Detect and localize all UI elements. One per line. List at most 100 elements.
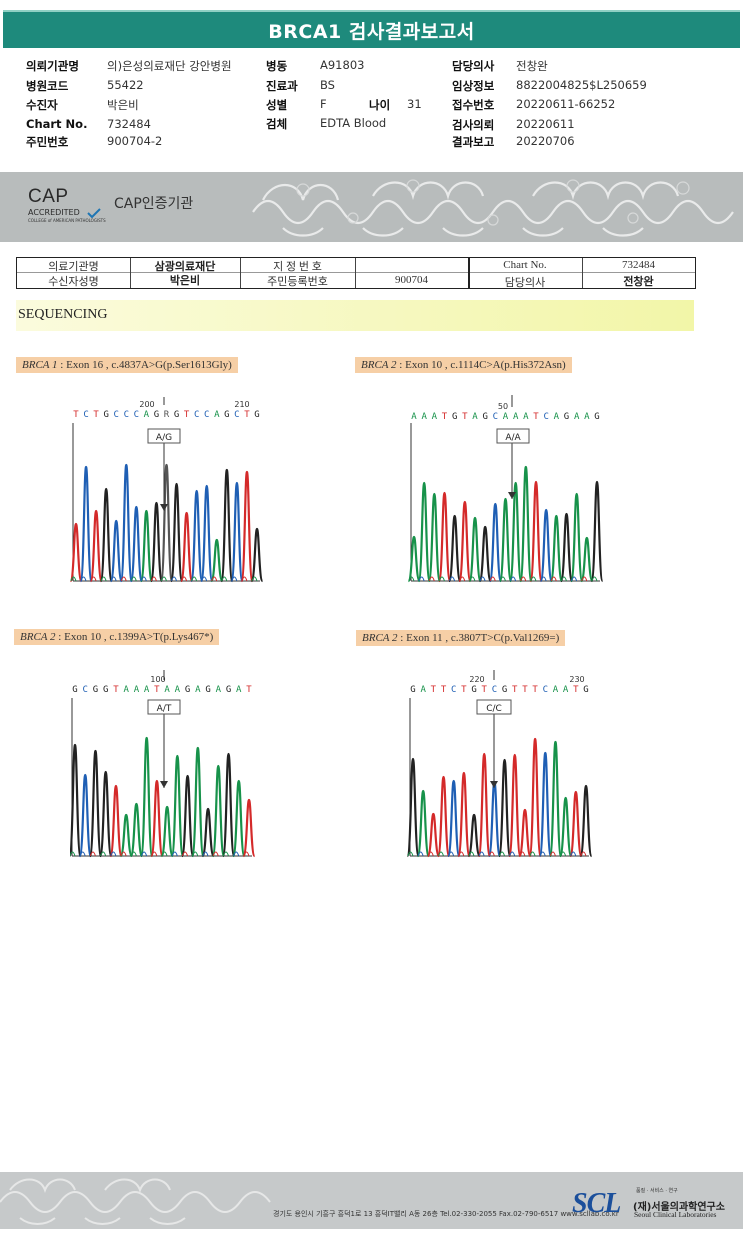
peak bbox=[569, 492, 584, 583]
peak bbox=[159, 463, 174, 583]
peak bbox=[579, 784, 592, 858]
arrow-down-icon bbox=[508, 492, 516, 499]
table-divider bbox=[582, 258, 583, 288]
base-call: A bbox=[164, 685, 170, 695]
baseline-noise bbox=[130, 576, 137, 582]
cap-logo: CAP ACCREDITED COLLEGE of AMERICAN PATHO… bbox=[28, 186, 106, 223]
base-call: G bbox=[452, 412, 457, 422]
baseline-noise bbox=[79, 851, 86, 857]
baseline-noise bbox=[437, 851, 445, 857]
peak bbox=[211, 764, 226, 858]
genotype-call: C/C bbox=[486, 704, 502, 714]
peak bbox=[242, 798, 255, 858]
scl-logo: SCL bbox=[572, 1188, 621, 1219]
base-call: C bbox=[194, 410, 199, 420]
base-call: T bbox=[512, 685, 518, 695]
peak bbox=[488, 502, 503, 583]
base-call: T bbox=[73, 410, 79, 420]
baseline-noise bbox=[120, 576, 127, 582]
baseline-noise bbox=[100, 851, 107, 857]
position-label: 200 bbox=[139, 400, 154, 409]
genotype-call: A/G bbox=[156, 433, 172, 443]
position-label: 220 bbox=[469, 675, 484, 684]
name-label: 수신자성명 bbox=[48, 276, 99, 288]
info-age: 나이 bbox=[369, 98, 391, 112]
baseline-noise bbox=[221, 576, 228, 582]
peak bbox=[139, 509, 154, 583]
name-value: 박은비 bbox=[169, 274, 201, 287]
doctor-label: 담당의사 bbox=[504, 277, 546, 289]
baseline-noise bbox=[591, 576, 598, 582]
peak bbox=[569, 790, 583, 858]
baseline-noise bbox=[539, 851, 546, 857]
baseline-noise bbox=[580, 851, 587, 857]
baseline-noise bbox=[181, 576, 188, 582]
footer-pattern bbox=[0, 1178, 271, 1225]
base-call: A bbox=[144, 410, 150, 420]
base-call: A bbox=[421, 412, 427, 422]
peak bbox=[220, 468, 234, 583]
inst-label: 의료기관명 bbox=[48, 261, 99, 273]
peak bbox=[457, 771, 471, 858]
peak bbox=[201, 807, 215, 858]
position-label: 100 bbox=[150, 675, 165, 684]
base-call: G bbox=[103, 685, 108, 695]
info-report-date: 결과보고 bbox=[452, 135, 495, 149]
table-divider bbox=[468, 258, 470, 288]
baseline-noise bbox=[529, 851, 536, 857]
base-call: C bbox=[134, 410, 139, 420]
baseline-noise bbox=[448, 851, 455, 857]
baseline-noise bbox=[488, 851, 495, 857]
section-title: SEQUENCING bbox=[18, 307, 108, 322]
arrow-down-icon bbox=[160, 781, 168, 788]
info-report-date-value: 20220706 bbox=[516, 134, 575, 148]
patient-form-table: 의료기관명 삼광의료재단 지 정 번 호 Chart No. 732484 수신… bbox=[16, 257, 696, 289]
base-call: C bbox=[543, 412, 548, 422]
peak bbox=[240, 470, 254, 583]
peak bbox=[478, 525, 492, 583]
baseline-noise bbox=[160, 576, 167, 582]
peak bbox=[109, 784, 123, 858]
base-call: C bbox=[124, 410, 129, 420]
base-call: R bbox=[164, 410, 170, 420]
baseline-noise bbox=[427, 851, 434, 857]
table-divider bbox=[355, 258, 356, 288]
base-call: T bbox=[113, 685, 119, 695]
peak bbox=[169, 482, 184, 583]
base-call: A bbox=[214, 410, 220, 420]
baseline-noise bbox=[407, 851, 414, 857]
info-patient-value: 박은비 bbox=[107, 98, 139, 112]
base-call: T bbox=[461, 685, 467, 695]
base-call: T bbox=[441, 685, 447, 695]
baseline-noise bbox=[100, 576, 107, 582]
info-specimen: 검체 bbox=[266, 117, 288, 131]
info-request-date-value: 20220611 bbox=[516, 117, 575, 131]
baseline-noise bbox=[151, 851, 158, 857]
base-call: A bbox=[574, 412, 580, 422]
base-call: C bbox=[83, 685, 88, 695]
baseline-noise bbox=[80, 576, 87, 582]
baseline-noise bbox=[192, 851, 199, 857]
base-call: A bbox=[503, 412, 509, 422]
base-call: G bbox=[72, 685, 77, 695]
arrow-down-icon bbox=[490, 781, 498, 788]
baseline-noise bbox=[571, 576, 578, 582]
info-rrn: 주민번호 bbox=[26, 135, 69, 149]
report-header: BRCA1 검사결과보고서 bbox=[0, 0, 743, 52]
baseline-noise bbox=[70, 576, 77, 582]
baseline-noise bbox=[489, 576, 496, 582]
cap-accredited-text: ACCREDITED bbox=[28, 208, 80, 217]
peak bbox=[417, 481, 431, 583]
base-call: A bbox=[216, 685, 222, 695]
variant-label: BRCA 2 : Exon 10 , c.1114C>A(p.His372Asn… bbox=[355, 357, 572, 373]
peak bbox=[408, 535, 421, 583]
baseline-noise bbox=[202, 851, 209, 857]
baseline-noise bbox=[171, 576, 178, 582]
baseline-noise bbox=[509, 851, 516, 857]
header-band bbox=[3, 10, 740, 48]
base-call: G bbox=[224, 410, 229, 420]
baseline-noise bbox=[241, 576, 248, 582]
base-call: A bbox=[134, 685, 140, 695]
